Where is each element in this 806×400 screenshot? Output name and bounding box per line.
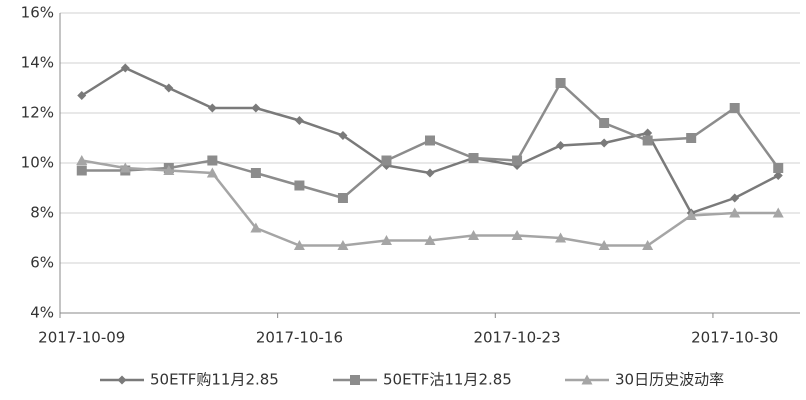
data-point — [556, 141, 566, 150]
data-point — [76, 165, 87, 176]
y-tick-label: 10% — [21, 154, 54, 172]
x-tick-label: 2017-10-23 — [473, 329, 560, 347]
data-point — [120, 63, 130, 73]
data-point — [76, 155, 88, 165]
data-point — [337, 193, 348, 203]
data-point — [206, 167, 218, 178]
data-point — [381, 155, 392, 166]
data-point — [729, 103, 740, 113]
data-point — [119, 162, 131, 173]
x-tick-label: 2017-10-30 — [691, 329, 778, 347]
data-point — [642, 240, 654, 250]
data-point — [251, 103, 261, 113]
data-point — [599, 138, 609, 148]
data-point — [425, 168, 435, 178]
data-point — [294, 180, 305, 191]
data-point — [730, 193, 740, 203]
data-point — [337, 240, 349, 250]
data-point — [685, 210, 697, 220]
data-point — [380, 235, 392, 245]
x-tick-label: 2017-10-16 — [256, 329, 343, 347]
data-point — [555, 78, 566, 88]
legend-label: 50ETF购11月2.85 — [150, 371, 279, 389]
y-tick-label: 4% — [30, 304, 54, 322]
y-tick-label: 12% — [21, 104, 54, 122]
data-point — [773, 163, 784, 173]
data-point — [468, 230, 480, 240]
y-tick-label: 6% — [30, 254, 54, 272]
legend-marker — [117, 375, 127, 385]
data-point — [207, 103, 217, 113]
data-point — [425, 135, 435, 146]
data-point — [207, 155, 218, 166]
legend-marker — [350, 375, 360, 385]
data-point — [468, 153, 479, 163]
data-point — [424, 235, 436, 245]
data-point — [77, 91, 87, 100]
legend-label: 50ETF沽11月2.85 — [383, 371, 512, 389]
data-point — [294, 116, 304, 125]
data-point — [164, 83, 174, 93]
data-point — [729, 207, 741, 218]
data-point — [511, 230, 523, 240]
data-point — [598, 240, 610, 250]
legend-label: 30日历史波动率 — [615, 371, 724, 389]
data-point — [512, 155, 523, 166]
data-point — [293, 240, 305, 250]
data-point — [250, 222, 262, 233]
y-tick-label: 14% — [21, 54, 54, 72]
data-point — [772, 207, 784, 218]
data-point — [599, 118, 610, 128]
x-tick-label: 2017-10-09 — [38, 329, 125, 347]
y-tick-label: 8% — [30, 204, 54, 222]
y-tick-label: 16% — [21, 4, 54, 22]
data-point — [686, 133, 697, 143]
data-point — [163, 165, 175, 175]
data-point — [338, 131, 348, 140]
data-point — [773, 171, 783, 180]
data-point — [555, 232, 567, 243]
data-point — [642, 135, 653, 146]
data-point — [250, 168, 261, 178]
legend-marker — [581, 374, 593, 385]
data-point — [643, 128, 653, 138]
